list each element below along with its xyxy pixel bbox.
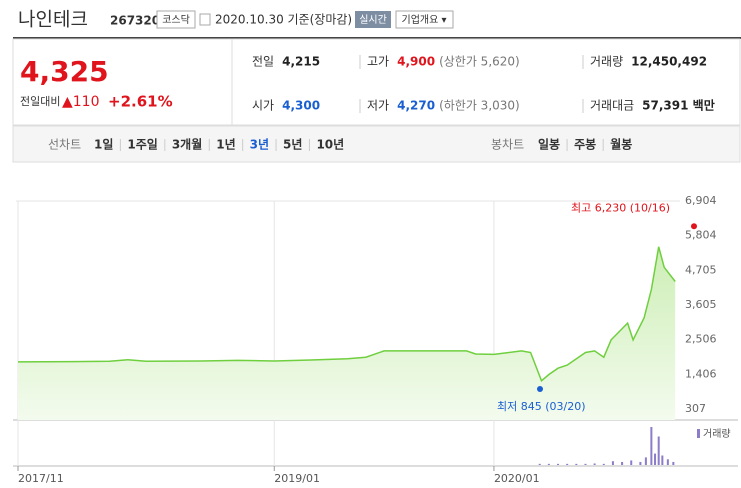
- y-tick-label: 307: [685, 402, 706, 415]
- volume-legend-mark: [697, 429, 700, 438]
- tab[interactable]: 주봉: [574, 138, 596, 152]
- volume-bar: [602, 463, 605, 465]
- volume-bar: [611, 461, 614, 465]
- stat-label: 저가: [367, 99, 389, 113]
- realtime-button[interactable]: [355, 11, 391, 28]
- y-tick-label: 4,705: [685, 263, 717, 276]
- tab[interactable]: 일봉: [538, 138, 560, 152]
- volume-bar: [593, 463, 596, 465]
- line-chart-label: 선차트: [48, 138, 81, 152]
- company-info[interactable]: 기업개요 ▾: [402, 13, 447, 26]
- tab[interactable]: 1년: [216, 138, 235, 152]
- volume-bar: [566, 463, 569, 465]
- volume-bar: [661, 455, 664, 465]
- volume-bar: [644, 457, 647, 465]
- market: 코스닥: [162, 14, 190, 26]
- stat-value: 57,391 백만: [642, 98, 715, 113]
- current-price: 4,325: [20, 55, 109, 88]
- stat-value: 4,300: [282, 99, 320, 113]
- stock-code: 267320: [110, 14, 160, 28]
- volume-bar: [657, 436, 660, 465]
- extreme-dot: [537, 386, 543, 393]
- stat-label: 전일: [252, 55, 274, 69]
- date: 2020.10.30 기준(장마감): [215, 13, 352, 27]
- tab[interactable]: 3년: [250, 138, 269, 152]
- volume-bar: [654, 453, 657, 465]
- price-line: [17, 246, 676, 383]
- area: [18, 246, 676, 420]
- y-tick-label: 1,406: [685, 367, 717, 380]
- realtime[interactable]: 실시간: [359, 14, 387, 26]
- y-tick-label: 2,506: [685, 333, 717, 346]
- volume-bar: [557, 463, 560, 465]
- stat-label: 거래량: [590, 55, 623, 69]
- calendar-icon: [199, 13, 211, 26]
- volume-bar: [630, 460, 633, 465]
- volume-bar: [538, 463, 541, 465]
- volume-bar: [650, 427, 653, 465]
- tab[interactable]: 3개월: [172, 137, 202, 152]
- volume-bar: [547, 463, 550, 465]
- extreme-dot: [691, 223, 697, 230]
- stat-label: 시가: [252, 99, 274, 113]
- stat-value: 12,450,492: [631, 55, 707, 69]
- stat-value: 4,270: [397, 99, 435, 113]
- stat-label: 고가: [367, 55, 389, 69]
- market-badge: [156, 10, 196, 29]
- stat-note: (상한가 5,620): [439, 55, 520, 69]
- x-tick-label: 2020/01: [494, 472, 540, 485]
- change-label: 전일대비: [20, 94, 60, 108]
- tab[interactable]: 월봉: [610, 137, 632, 152]
- stat-value: 4,900: [397, 55, 435, 69]
- tab[interactable]: 5년: [283, 138, 302, 152]
- y-tick-label: 3,605: [685, 298, 717, 311]
- volume-bar: [575, 463, 578, 465]
- volume-bar: [666, 459, 669, 465]
- x-tick-label: 2019/01: [274, 472, 320, 485]
- stat-value: 4,215: [282, 55, 320, 69]
- y-tick-label: 6,904: [685, 194, 717, 207]
- volume-legend: 거래량: [703, 428, 731, 440]
- change-rate: +2.61%: [108, 93, 173, 111]
- volume-bar: [621, 461, 624, 465]
- volume-bar: [672, 461, 675, 465]
- stat-label: 거래대금: [590, 99, 634, 113]
- tab[interactable]: 1일: [94, 138, 113, 152]
- price-box: [12, 38, 741, 126]
- candle-chart-label: 봉차트: [491, 138, 524, 152]
- tab[interactable]: 1주일: [127, 138, 157, 152]
- stock-name: 나인테크: [18, 9, 88, 31]
- y-tick-label: 5,804: [685, 229, 717, 242]
- annotation: 최저 845 (03/20): [497, 400, 586, 413]
- volume-bar: [584, 463, 587, 465]
- change: ▲110: [62, 94, 100, 110]
- company-info-button[interactable]: [395, 10, 454, 29]
- tab-bar: [12, 125, 741, 163]
- tab[interactable]: 10년: [316, 138, 344, 152]
- annotation: 최고 6,230 (10/16): [571, 201, 670, 214]
- x-tick-label: 2017/11: [18, 472, 64, 485]
- stat-note: (하한가 3,030): [439, 99, 520, 113]
- volume-bar: [639, 461, 642, 465]
